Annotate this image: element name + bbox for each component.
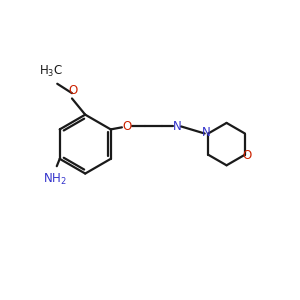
Text: N: N	[202, 126, 211, 140]
Text: NH$_2$: NH$_2$	[44, 172, 67, 187]
Text: O: O	[243, 149, 252, 162]
Text: O: O	[69, 84, 78, 97]
Text: O: O	[122, 120, 131, 133]
Text: N: N	[173, 120, 182, 133]
Text: H$_3$C: H$_3$C	[39, 64, 63, 79]
